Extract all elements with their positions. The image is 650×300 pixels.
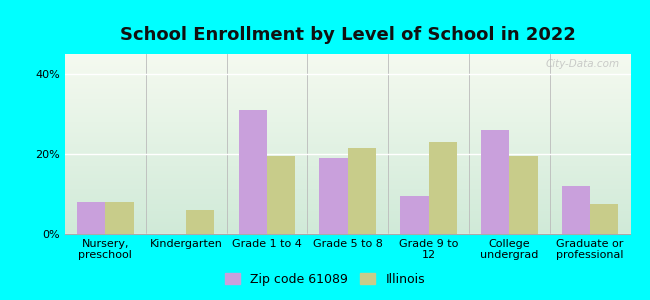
Bar xyxy=(267,156,295,234)
Text: City-Data.com: City-Data.com xyxy=(545,59,619,69)
Title: School Enrollment by Level of School in 2022: School Enrollment by Level of School in … xyxy=(120,26,576,44)
Legend: Zip code 61089, Illinois: Zip code 61089, Illinois xyxy=(220,268,430,291)
Bar xyxy=(105,202,134,234)
Bar xyxy=(77,202,105,234)
Bar xyxy=(400,196,428,234)
Bar xyxy=(481,130,510,234)
Bar xyxy=(510,156,538,234)
Bar xyxy=(239,110,267,234)
Bar xyxy=(320,158,348,234)
Bar xyxy=(590,204,618,234)
Bar xyxy=(562,186,590,234)
Bar xyxy=(428,142,457,234)
Bar xyxy=(348,148,376,234)
Bar xyxy=(186,210,214,234)
